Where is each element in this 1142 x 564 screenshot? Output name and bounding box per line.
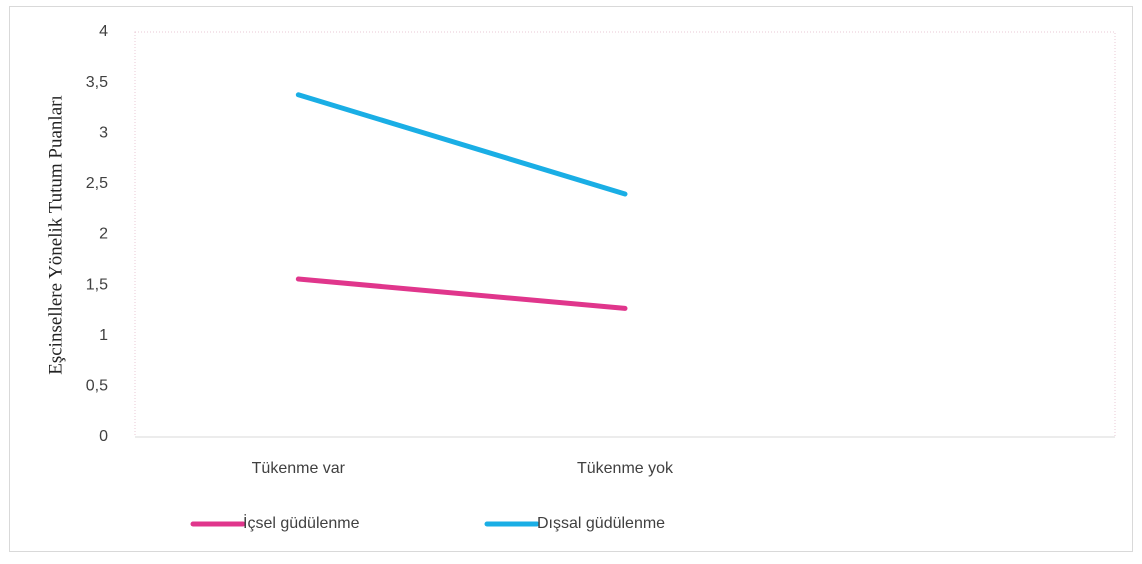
y-tick-label: 3	[99, 124, 108, 141]
y-tick-label: 0,5	[86, 378, 108, 395]
series-line	[295, 276, 628, 311]
y-tick-label: 1,5	[86, 276, 108, 293]
legend-label: Dışsal güdülenme	[537, 515, 665, 532]
y-tick-label: 1	[99, 327, 108, 344]
y-tick-label: 0	[99, 428, 108, 445]
y-tick-label: 2	[99, 226, 108, 243]
y-axis-label: Eşcinsellere Yönelik Tutum Puanları	[45, 95, 66, 375]
y-tick-label: 3,5	[86, 74, 108, 91]
y-tick-label: 2,5	[86, 175, 108, 192]
x-tick-label: Tükenme var	[252, 460, 346, 477]
chart-border	[9, 6, 1133, 552]
legend-label: İçsel güdülenme	[243, 513, 360, 532]
y-tick-label: 4	[99, 23, 108, 40]
series-line	[295, 92, 628, 197]
x-tick-label: Tükenme yok	[577, 460, 674, 477]
